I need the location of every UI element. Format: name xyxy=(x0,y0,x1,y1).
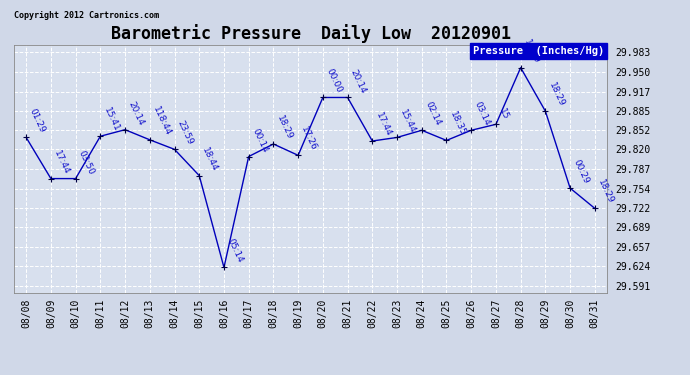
Text: 23:59: 23:59 xyxy=(176,120,195,147)
Text: 17:26: 17:26 xyxy=(299,125,319,153)
Text: 00:29: 00:29 xyxy=(571,158,591,185)
Title: Barometric Pressure  Daily Low  20120901: Barometric Pressure Daily Low 20120901 xyxy=(110,24,511,44)
Text: 02:14: 02:14 xyxy=(423,100,442,128)
Text: 15:44: 15:44 xyxy=(398,108,417,135)
Text: 00:00: 00:00 xyxy=(324,68,344,95)
Text: Copyright 2012 Cartronics.com: Copyright 2012 Cartronics.com xyxy=(14,11,159,20)
Text: 18:29: 18:29 xyxy=(596,178,615,206)
Text: 15:41: 15:41 xyxy=(101,106,121,134)
Text: 01:29: 01:29 xyxy=(28,108,47,135)
Text: 18:35: 18:35 xyxy=(448,110,467,138)
Text: 00:14: 00:14 xyxy=(250,127,269,154)
Text: 19:29: 19:29 xyxy=(522,38,541,65)
Text: 18:44: 18:44 xyxy=(201,146,219,173)
Text: 20:14: 20:14 xyxy=(349,68,368,95)
Text: 18:29: 18:29 xyxy=(546,81,566,108)
Text: 20:14: 20:14 xyxy=(126,100,146,127)
Text: Pressure  (Inches/Hg): Pressure (Inches/Hg) xyxy=(473,46,604,56)
Text: 18:29: 18:29 xyxy=(275,114,294,141)
Text: 03:50: 03:50 xyxy=(77,148,96,176)
Text: 15: 15 xyxy=(497,107,511,122)
Text: 03:14: 03:14 xyxy=(473,100,492,128)
Text: 17:44: 17:44 xyxy=(52,149,71,176)
Text: 118:44: 118:44 xyxy=(151,105,172,137)
Text: 17:44: 17:44 xyxy=(374,111,393,138)
Text: 05:14: 05:14 xyxy=(226,237,244,265)
